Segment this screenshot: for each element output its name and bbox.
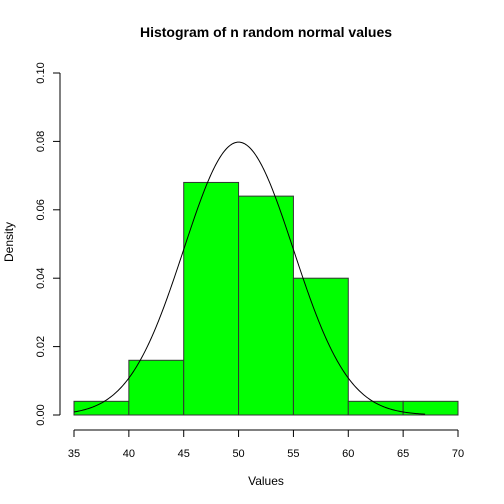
- bars-group: [73, 181, 459, 416]
- y-tick-label-1: 0.02: [35, 336, 47, 357]
- x-axis: 35 40 45 50 55 60 65 70: [68, 429, 464, 460]
- y-tick-label-0: 0.00: [35, 404, 47, 425]
- density-curve: [73, 141, 426, 415]
- y-axis-label: Density: [2, 222, 16, 262]
- x-tick-label-0: 35: [68, 448, 80, 460]
- histogram-bar-1: [128, 359, 185, 416]
- y-tick-label-4: 0.08: [35, 131, 47, 152]
- histogram-bar-6: [402, 400, 459, 416]
- x-axis-label: Values: [248, 474, 284, 488]
- histogram-bar-4: [292, 277, 349, 416]
- y-tick-label-5: 0.10: [35, 62, 47, 83]
- histogram-bar-2: [183, 181, 240, 416]
- x-tick-label-6: 65: [397, 448, 409, 460]
- x-tick-label-3: 50: [232, 448, 244, 460]
- x-tick-label-7: 70: [452, 448, 464, 460]
- y-tick-label-3: 0.06: [35, 199, 47, 220]
- x-tick-label-1: 40: [123, 448, 135, 460]
- histogram-bar-3: [238, 195, 294, 416]
- y-axis: 0.00 0.02 0.04 0.06 0.08 0.10: [35, 62, 61, 426]
- chart-title: Histogram of n random normal values: [140, 24, 392, 40]
- x-tick-label-5: 60: [342, 448, 354, 460]
- x-tick-label-2: 45: [178, 448, 190, 460]
- y-tick-label-2: 0.04: [35, 267, 47, 288]
- x-tick-label-4: 55: [287, 448, 299, 460]
